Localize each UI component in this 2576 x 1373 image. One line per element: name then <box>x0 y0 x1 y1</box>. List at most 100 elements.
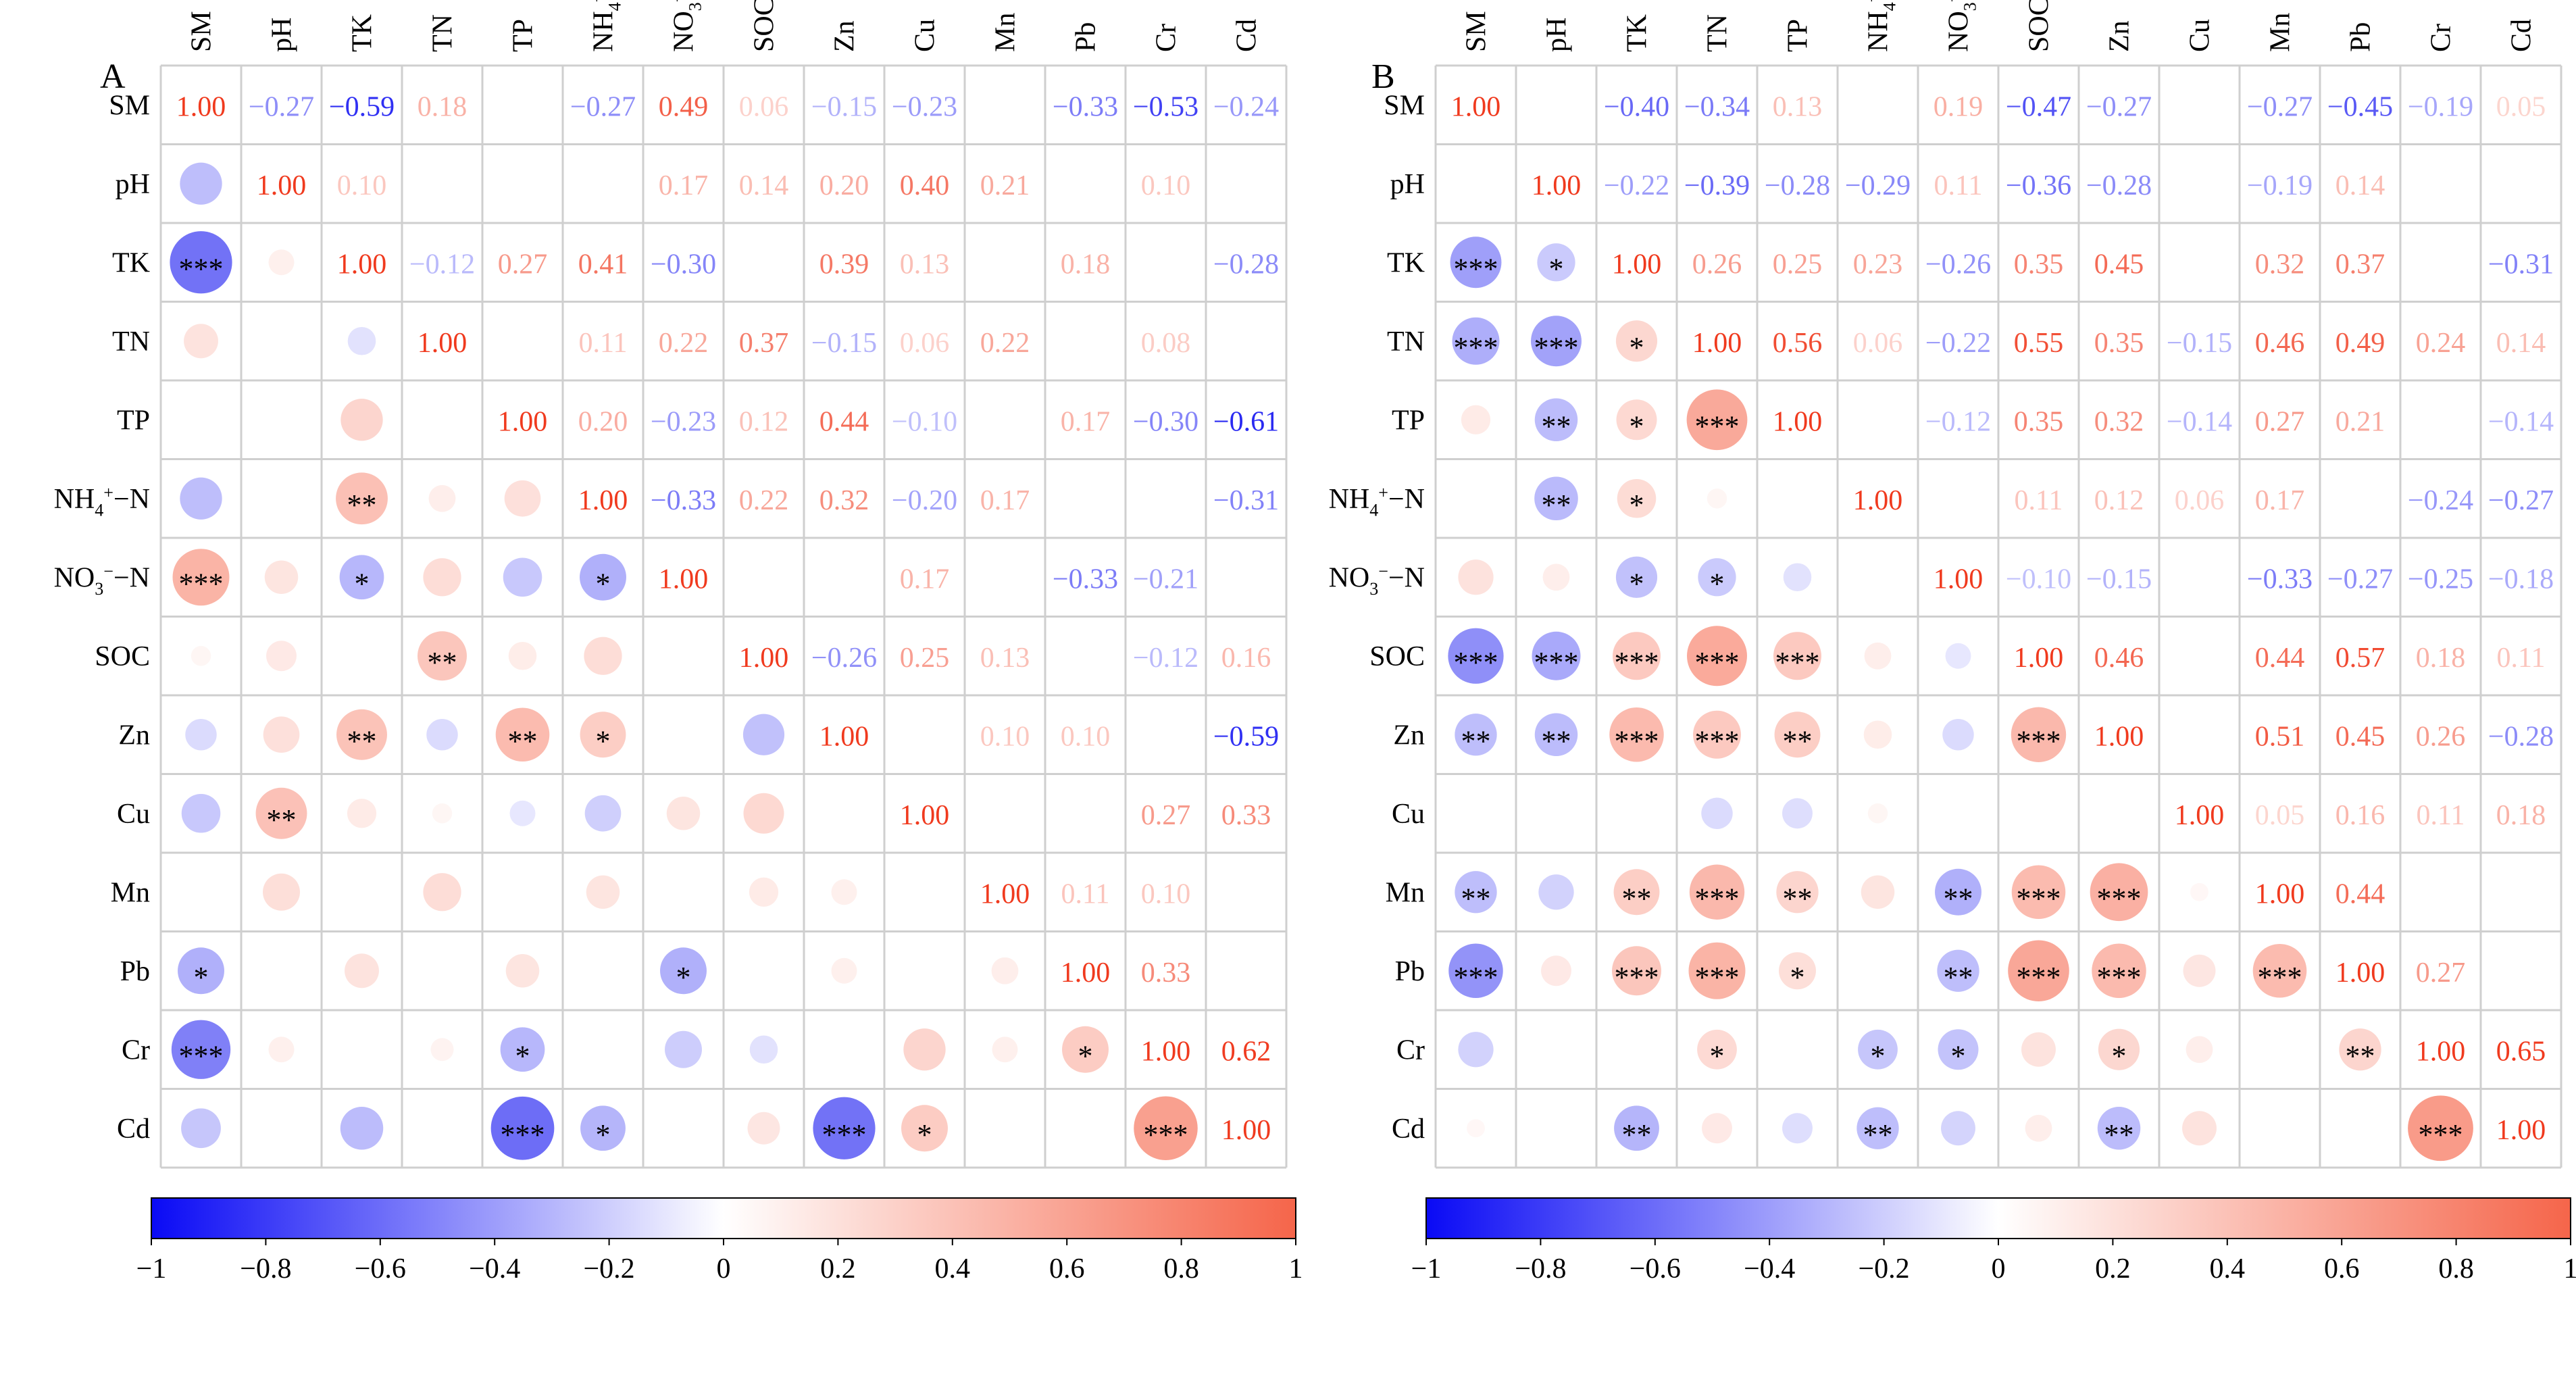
coef-label: −0.26 <box>1925 249 1991 280</box>
corr-circle <box>660 947 707 995</box>
coef-label: −0.28 <box>1765 170 1830 201</box>
corr-circle <box>181 793 221 833</box>
col-label: NO3−−N <box>1942 0 1979 52</box>
coef-label: −0.27 <box>2086 91 2152 122</box>
coef-label: 0.45 <box>2335 721 2385 752</box>
coef-label: 0.33 <box>1141 957 1191 989</box>
corr-circle <box>1537 243 1575 282</box>
corr-circle <box>1857 1107 1899 1149</box>
significance-stars: *** <box>822 1118 867 1151</box>
significance-stars: *** <box>1695 646 1740 679</box>
coef-label: 0.14 <box>2496 328 2546 359</box>
coef-label: 0.13 <box>1773 91 1823 122</box>
corr-circle <box>580 553 626 601</box>
corr-circle <box>430 1038 454 1062</box>
significance-stars: *** <box>2017 724 2061 757</box>
corr-circle <box>1864 642 1892 670</box>
significance-stars: *** <box>1615 961 1659 994</box>
colorbar-tick-label: 0.4 <box>2210 1253 2246 1284</box>
coef-label: 1.00 <box>659 564 709 595</box>
coef-label: −0.18 <box>2488 564 2554 595</box>
coef-label: 1.00 <box>2255 878 2305 909</box>
corr-circle <box>171 1020 231 1079</box>
coef-label: 0.44 <box>819 406 869 437</box>
row-label: Cd <box>117 1114 150 1145</box>
coef-label: −0.22 <box>1604 170 1669 201</box>
corr-circle <box>1688 942 1746 999</box>
corr-circle <box>336 709 387 760</box>
corr-circle <box>255 787 307 839</box>
col-label: Pb <box>1071 22 1102 52</box>
significance-stars: * <box>1630 331 1644 364</box>
corr-circle <box>172 549 230 606</box>
significance-stars: ** <box>1622 882 1652 915</box>
coef-label: 0.26 <box>1692 249 1742 280</box>
significance-stars: *** <box>2097 882 2142 915</box>
corr-circle <box>1945 643 1971 669</box>
corr-circle <box>1450 236 1502 289</box>
coef-label: −0.24 <box>1213 91 1279 122</box>
matrix-grid <box>159 64 1288 1169</box>
row-label: Zn <box>118 720 150 751</box>
col-label: SM <box>186 11 218 52</box>
coef-label: −0.47 <box>2006 91 2071 122</box>
row-label: Mn <box>111 877 150 908</box>
colorbar-tick-label: 0.8 <box>1163 1253 1199 1284</box>
corr-circle <box>1461 405 1491 434</box>
significance-stars: ** <box>2104 1118 2134 1151</box>
coef-label: −0.59 <box>1213 721 1279 752</box>
matrix-grid <box>1434 64 2562 1169</box>
colorbar-tick-label: 0.2 <box>2095 1253 2131 1284</box>
coef-label: 0.18 <box>1061 249 1111 280</box>
significance-stars: * <box>596 724 611 757</box>
coef-label: 0.37 <box>739 328 789 359</box>
corr-circle <box>1867 803 1888 824</box>
corr-circle <box>1858 1029 1898 1070</box>
significance-stars: ** <box>1944 882 1973 915</box>
corr-circle <box>1612 946 1661 996</box>
coef-label: −0.59 <box>329 91 395 122</box>
col-label: Cd <box>2506 19 2537 52</box>
coef-label: −0.45 <box>2327 91 2393 122</box>
corr-circle <box>490 1096 555 1160</box>
corr-circle <box>1782 798 1813 829</box>
row-label: Cr <box>1396 1034 1425 1066</box>
panel-label: B <box>1371 57 1395 96</box>
corr-circle <box>428 484 456 512</box>
significance-stars: ** <box>1863 1118 1893 1151</box>
corr-circle <box>508 641 537 670</box>
coef-label: 0.20 <box>578 406 628 437</box>
row-label: Pb <box>1395 956 1425 987</box>
coef-label: 0.56 <box>1773 328 1823 359</box>
significance-stars: * <box>1871 1039 1886 1072</box>
corr-circle <box>432 803 453 824</box>
significance-stars: ** <box>1542 489 1571 522</box>
corr-circle <box>340 399 383 441</box>
corr-circle <box>263 873 300 911</box>
significance-stars: * <box>1549 252 1564 285</box>
corr-circle <box>665 1030 702 1068</box>
coef-label: 1.00 <box>176 91 226 122</box>
corr-circle <box>1774 712 1821 758</box>
corr-circle <box>1779 952 1816 990</box>
corr-circle <box>1531 316 1582 367</box>
coef-label: 0.46 <box>2255 328 2305 359</box>
colorbar-tick-label: −0.6 <box>355 1253 406 1284</box>
corr-circle <box>742 714 785 755</box>
col-label: NH4+−N <box>1862 0 1899 52</box>
significance-stars: ** <box>1461 724 1491 757</box>
coef-label: −0.53 <box>1133 91 1198 122</box>
significance-stars: * <box>1710 1039 1725 1072</box>
coef-label: −0.10 <box>2006 564 2071 595</box>
corr-circle <box>418 631 467 681</box>
significance-stars: ** <box>1461 882 1491 915</box>
row-label: Cd <box>1392 1114 1425 1145</box>
corr-circle <box>2011 865 2066 920</box>
row-label: TP <box>1392 405 1425 436</box>
coef-label: 0.12 <box>2094 485 2144 516</box>
corr-circle <box>1698 558 1736 597</box>
coef-label: 0.17 <box>1061 406 1111 437</box>
col-label: TN <box>428 14 459 52</box>
coef-label: 0.22 <box>659 328 709 359</box>
significance-stars: * <box>1630 409 1644 443</box>
